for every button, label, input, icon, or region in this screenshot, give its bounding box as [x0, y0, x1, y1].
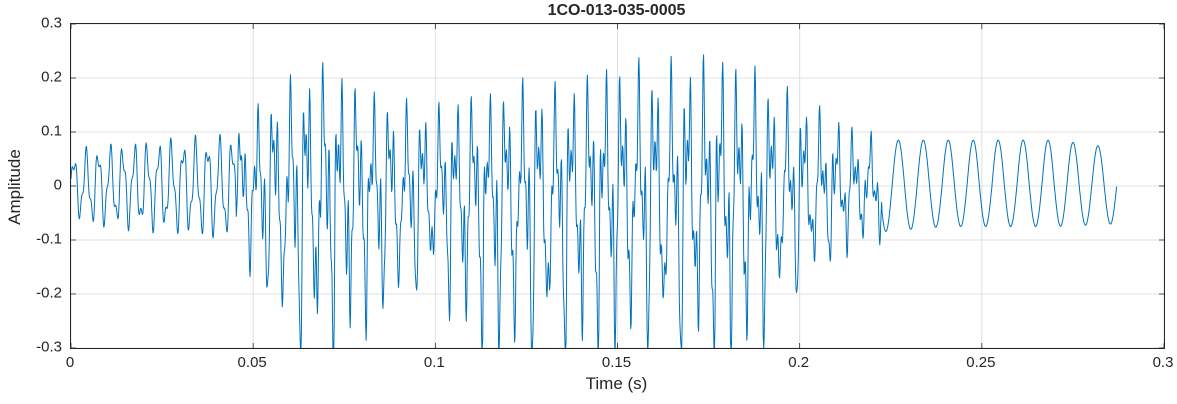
waveform-line	[71, 54, 1118, 348]
x-axis-label: Time (s)	[585, 374, 648, 393]
x-tick-label: 0.3	[1152, 354, 1174, 371]
y-tick-label: 0.3	[41, 14, 62, 32]
y-tick-label: -0.1	[36, 230, 62, 248]
x-tick-label: 0.2	[788, 354, 810, 371]
y-tick-label: -0.2	[36, 284, 62, 302]
y-tick-label: 0.1	[41, 122, 62, 140]
plot-title: 1CO-013-035-0005	[547, 2, 686, 19]
y-axis-label: Amplitude	[5, 149, 24, 225]
plot-area	[70, 23, 1165, 349]
x-tick-label: 0.25	[966, 354, 996, 371]
y-tick-label: 0	[53, 176, 62, 194]
waveform-svg	[71, 24, 1164, 348]
y-tick-label: -0.3	[36, 338, 62, 356]
y-tick-label: 0.2	[41, 68, 62, 86]
x-tick-label: 0.1	[423, 354, 445, 371]
x-tick-label: 0.05	[237, 354, 267, 371]
x-tick-label: 0	[65, 354, 75, 371]
x-tick-label: 0.15	[601, 354, 632, 371]
